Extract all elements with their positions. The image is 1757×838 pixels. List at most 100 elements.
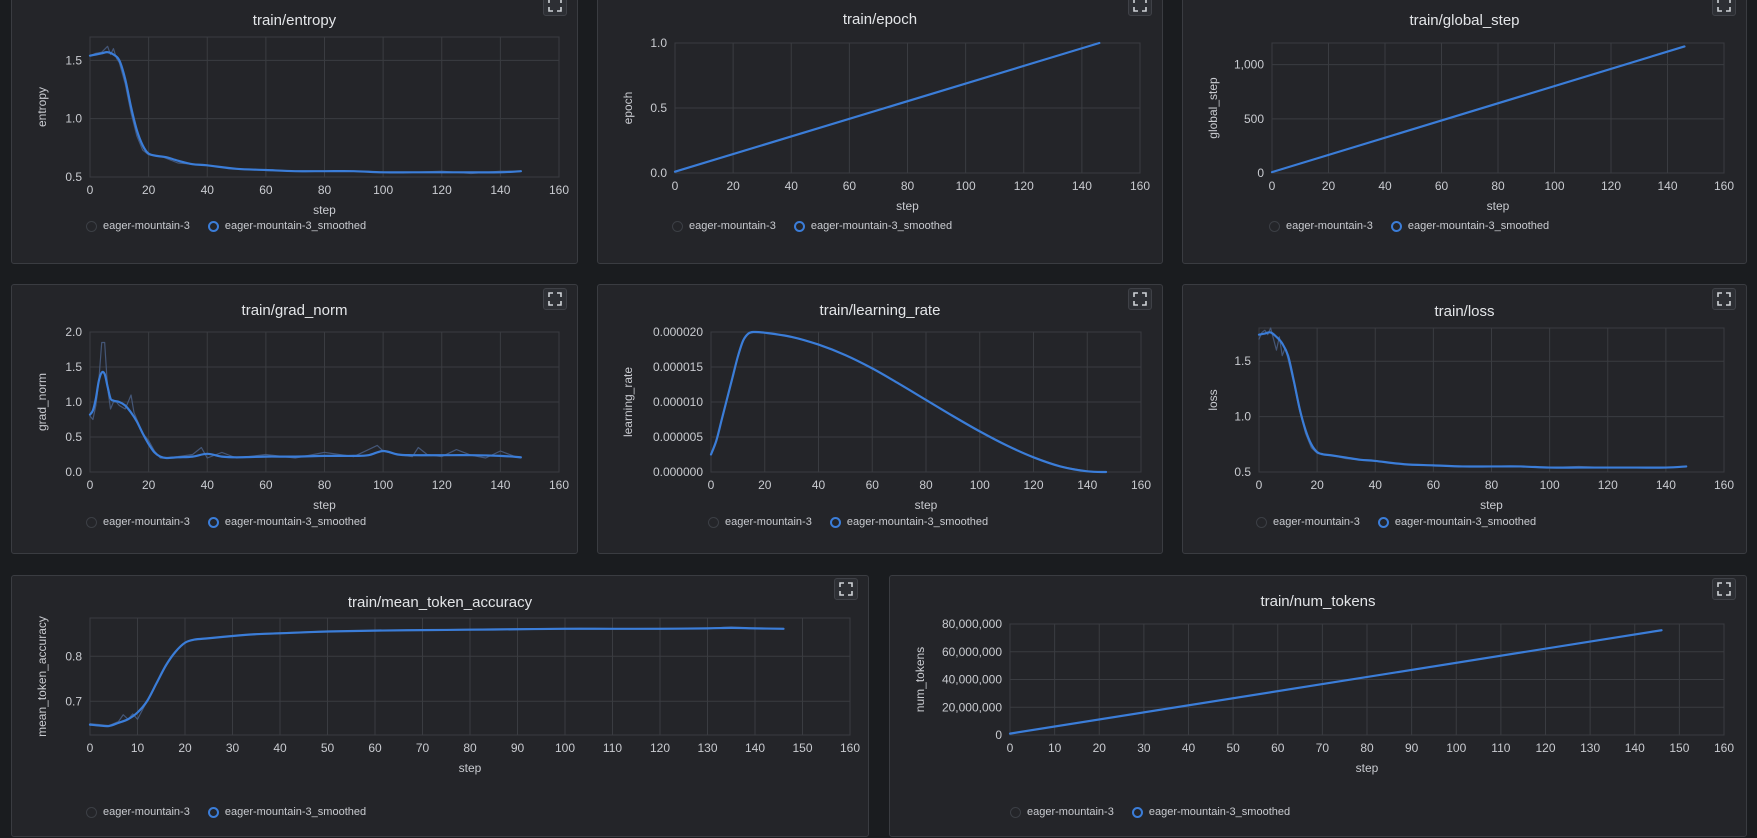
x-tick-label: 100 [555,741,575,755]
y-axis-label: mean_token_accuracy [35,616,49,737]
x-tick-label: 20 [726,179,740,193]
grid [89,331,560,473]
expand-button[interactable] [1712,578,1736,600]
x-tick-label: 60 [1435,179,1449,193]
fullscreen-icon [1717,582,1731,596]
y-axis-label: num_tokens [913,647,927,712]
x-tick-label: 120 [1598,478,1618,492]
legend: eager-mountain-3 eager-mountain-3_smooth… [86,220,366,232]
x-axis-label: step [1487,199,1510,213]
series-line-smoothed [1008,629,1663,735]
expand-button[interactable] [1712,288,1736,310]
legend-item-smoothed[interactable]: eager-mountain-3_smoothed [793,220,952,232]
x-tick-label: 110 [1491,741,1510,755]
legend-marker-smoothed [207,516,219,528]
legend-item-raw[interactable]: eager-mountain-3 [1256,516,1360,528]
x-tick-label: 20 [1322,179,1336,193]
y-tick-label: 0.000010 [653,395,703,409]
x-tick-label: 100 [956,179,976,193]
panel-mean-token-accuracy: train/mean_token_accuracy 0 10 20 30 40 50 60 7… [11,575,869,837]
x-tick-label: 40 [1369,478,1383,492]
legend-item-smoothed[interactable]: eager-mountain-3_smoothed [207,220,367,232]
grid [1258,327,1725,473]
y-tick-label: 60,000,000 [942,645,1002,659]
legend-label-raw: eager-mountain-3 [103,220,190,232]
legend-label-raw: eager-mountain-3 [1273,516,1360,528]
legend-marker-smoothed [1131,806,1143,818]
y-axis-label: global_step [1206,77,1220,139]
legend-item-smoothed[interactable]: eager-mountain-3_smoothed [1377,516,1536,528]
legend-marker-smoothed [207,806,219,818]
x-tick-label: 50 [321,741,335,755]
chart-mean-token-accuracy: 0 10 20 30 40 50 60 70 80 90 100 110 120 130 140 150 160… [35,616,860,775]
grid [1271,42,1725,174]
chart-entropy: 0 20 40 60 80 100 120 140 160 0.5 1.0 1.5 step entrop… [35,36,569,217]
y-tick-label: 0.5 [1234,465,1251,479]
x-tick-label: 100 [373,478,393,492]
chart-loss: 0 20 40 60 80 100 120 140 160 0.5 1.0 1.5 step loss [1206,327,1734,512]
x-tick-label: 30 [226,741,240,755]
expand-button[interactable] [1712,0,1736,16]
chart-title: train/entropy [252,12,337,29]
legend-marker-raw [672,220,683,232]
x-tick-label: 60 [866,478,880,492]
expand-button[interactable] [1128,0,1152,16]
y-tick-label: 0.8 [65,649,82,663]
legend-marker-raw [1256,516,1267,528]
x-tick-label: 40 [201,183,215,197]
expand-button[interactable] [834,578,858,600]
y-tick-label: 1.0 [65,112,82,126]
legend-label-smoothed: eager-mountain-3_smoothed [224,220,367,232]
x-tick-label: 140 [490,183,510,197]
x-tick-label: 100 [970,478,990,492]
legend-marker-raw [86,516,97,528]
x-tick-label: 160 [840,741,860,755]
expand-button[interactable] [543,288,567,310]
legend-item-raw[interactable]: eager-mountain-3 [708,516,812,528]
legend-item-raw[interactable]: eager-mountain-3 [672,220,776,232]
fullscreen-icon [548,292,562,306]
fullscreen-icon [839,582,853,596]
legend-item-smoothed[interactable]: eager-mountain-3_smoothed [207,806,366,818]
panel-loss: train/loss 0 20 40 60 80 100 120 140 160 0.5 1.0 1.… [1182,284,1747,554]
panel-epoch: train/epoch 0 20 40 60 80 100 120 140 160 0.0 0.5 1… [597,0,1163,264]
legend-item-raw[interactable]: eager-mountain-3 [1010,806,1114,818]
x-tick-label: 100 [373,183,393,197]
x-tick-label: 20 [758,478,772,492]
legend-item-smoothed[interactable]: eager-mountain-3_smoothed [829,516,989,528]
legend: eager-mountain-3 eager-mountain-3_smooth… [672,220,952,232]
x-tick-label: 110 [603,741,622,755]
x-tick-label: 40 [273,741,287,755]
legend-label-smoothed: eager-mountain-3_smoothed [846,516,989,528]
x-tick-label: 40 [785,179,799,193]
legend-item-raw[interactable]: eager-mountain-3 [1269,220,1373,232]
expand-button[interactable] [1128,288,1152,310]
grid [89,36,560,178]
legend-marker-raw [1010,806,1021,818]
y-tick-label: 40,000,000 [942,673,1002,687]
legend-marker-smoothed [1377,516,1389,528]
legend-item-smoothed[interactable]: eager-mountain-3_smoothed [1131,806,1290,818]
x-tick-label: 140 [1077,478,1097,492]
legend-item-raw[interactable]: eager-mountain-3 [86,516,190,528]
x-tick-label: 160 [1714,741,1734,755]
x-tick-label: 90 [1405,741,1419,755]
legend-marker-raw [708,516,719,528]
y-tick-label: 500 [1244,112,1264,126]
legend-item-raw[interactable]: eager-mountain-3 [86,806,190,818]
x-tick-label: 40 [1378,179,1392,193]
x-axis-label: step [313,498,336,512]
grid [1009,623,1725,736]
x-tick-label: 80 [318,478,332,492]
x-tick-label: 10 [1048,741,1062,755]
legend-item-smoothed[interactable]: eager-mountain-3_smoothed [207,516,366,528]
x-tick-label: 160 [1130,179,1150,193]
x-axis-label: step [896,199,919,213]
legend-label-raw: eager-mountain-3 [103,806,190,818]
legend-item-smoothed[interactable]: eager-mountain-3_smoothed [1390,220,1549,232]
x-tick-label: 30 [1137,741,1151,755]
y-tick-label: 20,000,000 [942,700,1002,714]
legend-item-raw[interactable]: eager-mountain-3 [86,220,190,232]
expand-button[interactable] [543,0,567,16]
x-tick-label: 80 [1491,179,1505,193]
